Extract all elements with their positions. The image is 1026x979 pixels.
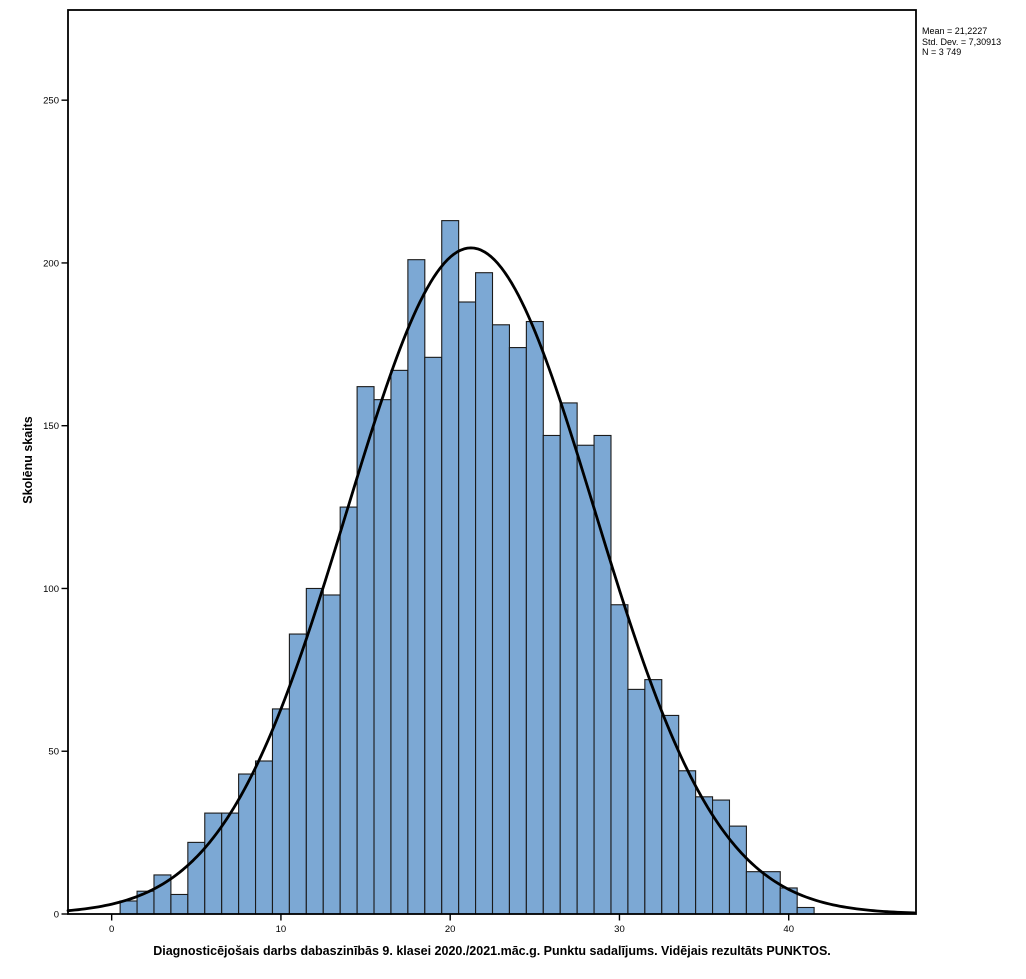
x-tick-label: 0 bbox=[109, 924, 114, 935]
x-tick-label: 30 bbox=[614, 924, 625, 935]
histogram-bar bbox=[644, 679, 663, 915]
histogram-bar bbox=[576, 444, 595, 915]
y-tick-label: 50 bbox=[48, 747, 59, 758]
histogram-bar bbox=[728, 825, 747, 915]
histogram-bar bbox=[339, 506, 358, 915]
x-tick-label: 40 bbox=[783, 924, 794, 935]
histogram-bar bbox=[170, 893, 189, 915]
histogram-bar bbox=[119, 900, 138, 915]
histogram-bar bbox=[508, 347, 527, 915]
histogram-bar bbox=[678, 770, 697, 915]
stats-std-dev: Std. Dev. = 7,30913 bbox=[922, 36, 1002, 47]
histogram-bar bbox=[627, 688, 646, 915]
histogram-bar bbox=[441, 220, 460, 915]
histogram-bar bbox=[254, 760, 274, 915]
histogram-bar bbox=[745, 871, 764, 915]
histogram-bar bbox=[525, 320, 544, 915]
histogram-bar bbox=[559, 402, 578, 915]
histogram-bar bbox=[475, 272, 494, 915]
y-tick-label: 0 bbox=[54, 910, 59, 921]
stats-mean: Mean = 21,2227 bbox=[922, 26, 988, 36]
normal-curve bbox=[66, 246, 916, 915]
histogram-bar bbox=[542, 434, 561, 915]
histogram-bar bbox=[305, 587, 324, 915]
histogram-bar bbox=[322, 594, 341, 915]
y-axis-title: Skolēnu skaits bbox=[21, 416, 35, 504]
y-tick-label: 200 bbox=[43, 258, 59, 269]
y-tick-label: 250 bbox=[43, 96, 59, 107]
histogram-bar bbox=[221, 812, 240, 915]
histogram-bar bbox=[458, 301, 477, 915]
histogram-bar bbox=[491, 324, 510, 915]
histogram-bar bbox=[187, 841, 206, 915]
x-axis-title: Diagnosticējošais darbs dabaszinībās 9. … bbox=[153, 944, 831, 958]
histogram-bar bbox=[593, 434, 612, 915]
x-tick-label: 20 bbox=[445, 924, 456, 935]
histogram-bar bbox=[271, 708, 290, 915]
y-tick-label: 150 bbox=[43, 421, 59, 432]
stats-box: Mean = 21,2227 Std. Dev. = 7,30913 N = 3… bbox=[922, 26, 1001, 58]
histogram-bar bbox=[407, 259, 426, 915]
y-tick-label: 100 bbox=[43, 584, 59, 595]
x-tick-label: 10 bbox=[276, 924, 287, 935]
histogram-bar bbox=[373, 399, 392, 915]
histogram-bar bbox=[796, 906, 815, 915]
histogram-bar bbox=[695, 796, 714, 915]
histogram-bar bbox=[424, 356, 443, 915]
histogram-bar bbox=[390, 369, 409, 915]
stats-n: N = 3 749 bbox=[922, 47, 962, 57]
histogram-bar bbox=[610, 604, 629, 915]
plot-frame bbox=[67, 9, 917, 915]
